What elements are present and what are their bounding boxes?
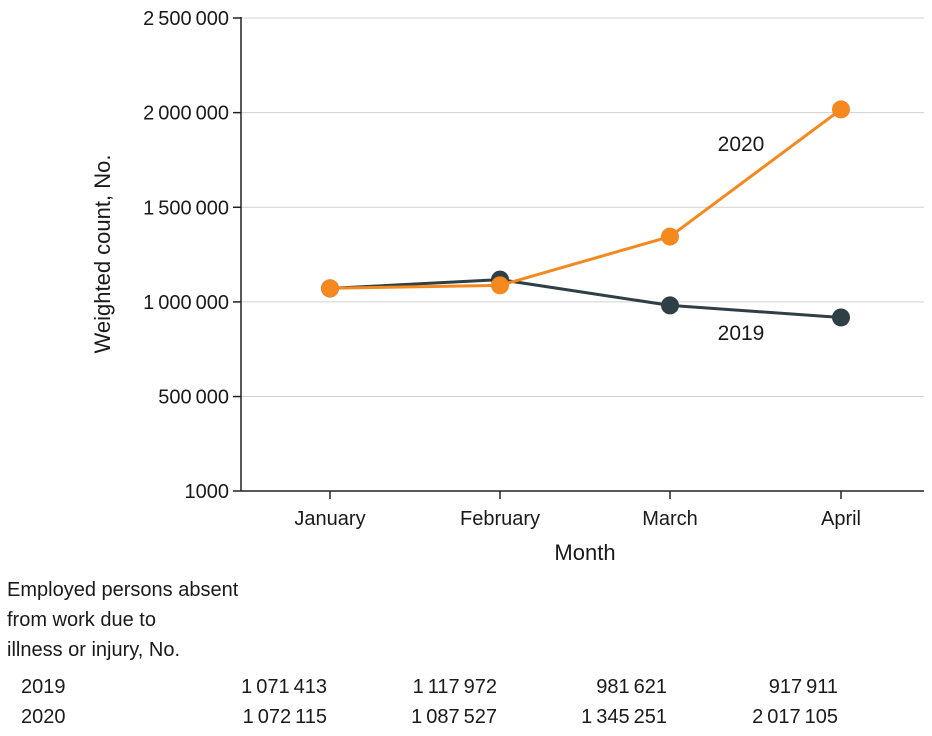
axes	[240, 17, 924, 492]
series-2019	[321, 270, 850, 327]
x-tick-label: January	[294, 508, 365, 530]
y-axis-ticks: 1000 500 000 1 000 000 1 500 000 2 000 000 2 …	[143, 8, 241, 503]
series-label-2020: 2020	[718, 133, 765, 156]
data-point-2020-february	[491, 276, 509, 295]
y-tick-label: 1 500 000	[143, 197, 229, 219]
series-2020	[321, 100, 850, 298]
y-tick-label: 2 000 000	[143, 103, 229, 125]
series-line-2019	[329, 278, 842, 319]
y-tick-label: 500 000	[158, 387, 229, 409]
series	[321, 100, 850, 327]
series-label-2019: 2019	[718, 322, 765, 345]
data-point-2020-march	[661, 227, 679, 246]
series-line-2020	[329, 108, 842, 290]
x-axis-title: Month	[554, 540, 615, 565]
data-point-2020-april	[832, 100, 850, 119]
data-point-2019-april	[832, 308, 850, 327]
data-point-2019-march	[661, 296, 679, 315]
y-tick-label: 1 000 000	[143, 292, 229, 314]
x-tick-label: March	[642, 508, 698, 530]
x-tick-label: April	[821, 508, 861, 530]
x-axis-ticks: January February March April	[294, 491, 861, 530]
series-labels: 2019 2020	[718, 133, 765, 345]
grid-lines	[241, 17, 924, 398]
y-tick-label: 2 500 000	[143, 8, 229, 30]
y-axis-title: Weighted count, No.	[90, 155, 115, 354]
y-tick-label: 1000	[185, 481, 230, 503]
x-tick-label: February	[460, 508, 540, 530]
data-point-2020-january	[321, 279, 339, 298]
